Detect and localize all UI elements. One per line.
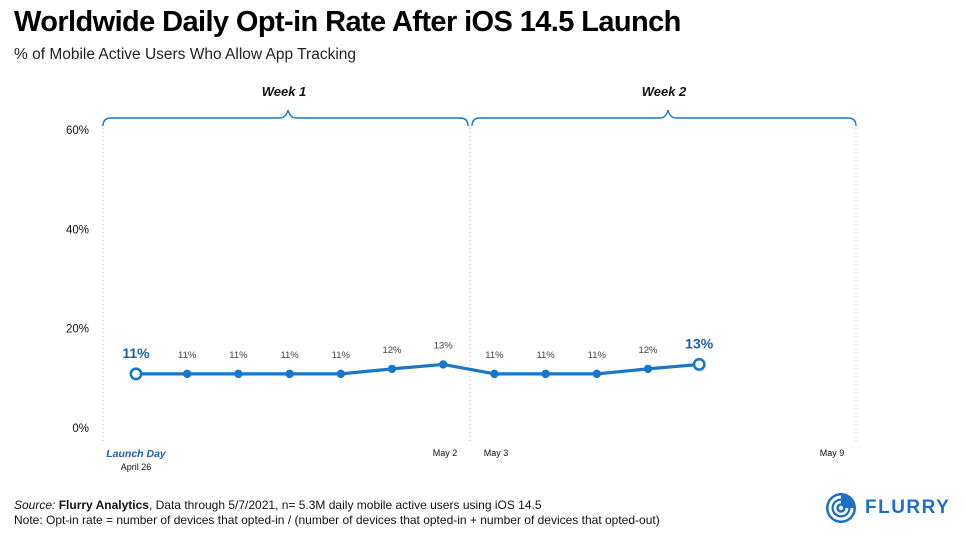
flurry-logo: FLURRY xyxy=(825,493,950,523)
logo-text: FLURRY xyxy=(865,497,951,518)
week-2-bracket xyxy=(471,109,857,127)
source-name: Flurry Analytics xyxy=(58,498,149,512)
launch-date-label: April 26 xyxy=(121,462,152,472)
y-tick-label: 20% xyxy=(66,324,89,336)
data-label: 11% xyxy=(229,350,248,361)
source-line: Source: Flurry Analytics, Data through 5… xyxy=(14,498,660,513)
y-tick-label: 40% xyxy=(66,224,89,236)
data-label: 11% xyxy=(122,345,150,361)
data-point xyxy=(439,360,448,369)
chart-title: Worldwide Daily Opt-in Rate After iOS 14… xyxy=(14,6,681,38)
data-point xyxy=(183,369,192,379)
x-label-may3: May 3 xyxy=(484,448,509,458)
data-point xyxy=(490,369,499,379)
data-label: 12% xyxy=(638,345,658,356)
data-label: 11% xyxy=(485,350,504,361)
x-label-may9: May 9 xyxy=(820,448,845,458)
data-label: 11% xyxy=(536,350,555,361)
launch-day-label: Launch Day xyxy=(106,448,167,460)
y-tick-label: 60% xyxy=(66,125,89,137)
data-point xyxy=(541,369,550,379)
data-point xyxy=(129,367,143,381)
data-point xyxy=(692,357,706,371)
chart-footer: Source: Flurry Analytics, Data through 5… xyxy=(14,498,660,528)
week-1-bracket xyxy=(102,109,469,127)
x-label-may2: May 2 xyxy=(433,448,458,458)
week-2-label: Week 2 xyxy=(642,84,687,99)
data-label: 13% xyxy=(685,335,714,351)
data-point xyxy=(387,364,397,374)
chart-subtitle: % of Mobile Active Users Who Allow App T… xyxy=(14,46,357,63)
series-line xyxy=(134,362,701,376)
data-label: 12% xyxy=(382,345,402,356)
source-label: Source: xyxy=(14,498,56,512)
data-label: 11% xyxy=(178,350,197,361)
data-label: 11% xyxy=(280,350,299,361)
data-point xyxy=(592,369,601,379)
flurry-logo-icon xyxy=(826,493,856,523)
data-point xyxy=(285,369,294,379)
y-tick-label: 0% xyxy=(72,423,89,435)
note-line: Note: Opt-in rate = number of devices th… xyxy=(14,513,660,527)
data-point xyxy=(643,364,653,374)
data-label: 13% xyxy=(434,340,454,351)
source-text: , Data through 5/7/2021, n= 5.3M daily m… xyxy=(148,498,542,512)
data-label: 11% xyxy=(332,350,351,361)
data-point xyxy=(234,369,243,379)
data-point xyxy=(336,369,345,379)
week-1-label: Week 1 xyxy=(262,84,307,99)
line-chart: Week 1 Week 2 Launch Day April 26 May 2 … xyxy=(66,84,857,472)
data-label: 11% xyxy=(588,350,607,361)
